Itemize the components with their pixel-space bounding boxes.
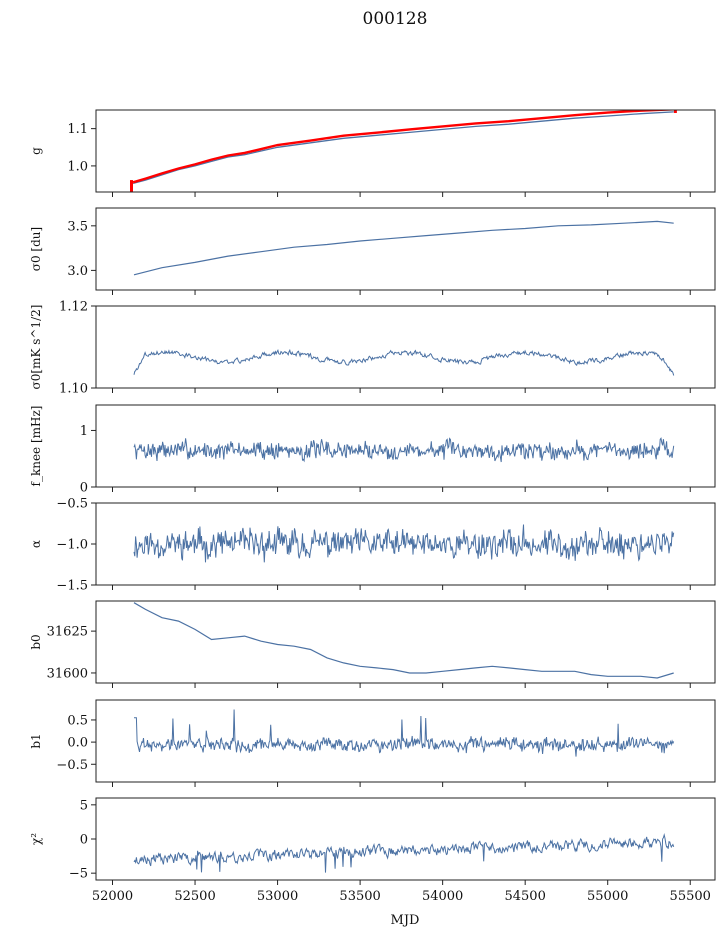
xtick-label: 54000	[422, 889, 463, 904]
panel-8-ytick-label: 5	[80, 798, 88, 813]
panel-7-frame	[95, 699, 716, 783]
panel-3-data	[133, 348, 675, 376]
x-axis-label: MJD	[391, 913, 420, 928]
panel-7-series	[134, 709, 675, 757]
panel-7-ytick-label: 0.0	[67, 736, 88, 751]
panel-5-ytick-label: −0.5	[56, 497, 88, 512]
panel-8-frame	[95, 797, 716, 881]
panel-6-ytick-label: 31625	[47, 625, 88, 640]
panel-2-ytick-label: 3.5	[67, 219, 88, 234]
panel-4-data	[133, 437, 675, 463]
panel-7-ylabel: b1	[29, 733, 43, 748]
panels: 1.0 1.1 g 3.0 3.5 σ0 [du] 1.10 1.12 σ0[mK s^1/2]…	[29, 109, 716, 904]
panel-1-ytick-label: 1.1	[67, 122, 88, 137]
xtick-label: 52000	[92, 889, 133, 904]
panel-7-data	[134, 709, 675, 757]
panel-7-ytick-label: −0.5	[56, 758, 88, 773]
panel-7: −0.5 0.0 0.5 b1	[29, 699, 716, 787]
panel-1-series-2	[132, 110, 674, 184]
panel-4-ytick-label: 0	[80, 481, 88, 496]
xtick-label: 55000	[587, 889, 628, 904]
xtick-label: 55500	[670, 889, 711, 904]
panel-3-series	[133, 348, 675, 376]
panel-3-frame	[95, 305, 716, 389]
panel-1-data	[129, 110, 677, 192]
xtick-label: 52500	[174, 889, 215, 904]
panel-5-ylabel: α	[29, 540, 43, 548]
panel-2-frame	[95, 207, 716, 291]
panel-7-ytick-label: 0.5	[67, 713, 88, 728]
panel-1: 1.0 1.1 g	[29, 109, 716, 197]
panel-4-frame	[95, 404, 716, 488]
panel-4-ylabel: f_knee [mHz]	[29, 406, 43, 487]
panel-8-ytick-label: 0	[80, 833, 88, 848]
panel-8: −5 0 5 52000 52500 53000 53500 54000 54500 55000 5…	[29, 797, 716, 904]
panel-2-data	[133, 220, 674, 276]
panel-6-frame	[95, 600, 716, 684]
panel-8-ylabel: χ²	[29, 833, 43, 845]
panel-6-series	[133, 602, 674, 679]
xtick-label: 54500	[504, 889, 545, 904]
panel-3-ytick-label: 1.12	[59, 300, 88, 315]
panel-5-ytick-label: −1.0	[56, 538, 88, 553]
panel-1-ytick-label: 1.0	[67, 159, 88, 174]
panel-5-ytick-label: −1.5	[56, 579, 88, 594]
panel-4-series	[133, 437, 675, 463]
panel-4: 0 1 f_knee [mHz]	[29, 404, 716, 496]
panel-6-ylabel: b0	[29, 634, 43, 649]
panel-4-ytick-label: 1	[80, 424, 88, 439]
panel-3-ylabel: σ0[mK s^1/2]	[29, 305, 43, 390]
panel-1-series-1	[132, 111, 674, 185]
panel-2-series	[133, 220, 674, 276]
xtick-label: 53500	[339, 889, 380, 904]
panel-1-frame	[95, 109, 716, 193]
panel-6: 31600 31625 b0	[29, 600, 716, 688]
panel-2: 3.0 3.5 σ0 [du]	[29, 207, 716, 295]
panel-1-ylabel: g	[29, 147, 43, 155]
panel-5-series	[133, 524, 675, 563]
panel-8-ytick-label: −5	[69, 867, 88, 882]
xtick-label: 53000	[257, 889, 298, 904]
panel-6-ytick-label: 31600	[47, 666, 88, 681]
panel-3: 1.10 1.12 σ0[mK s^1/2]	[29, 300, 716, 397]
figure-title: 000128	[363, 9, 428, 29]
panel-8-series	[133, 833, 675, 873]
panel-2-ylabel: σ0 [du]	[29, 227, 43, 271]
panel-6-data	[133, 602, 674, 679]
panel-5: −1.5 −1.0 −0.5 α	[29, 497, 716, 594]
panel-5-data	[133, 524, 675, 563]
panel-3-ytick-label: 1.10	[59, 382, 88, 397]
panel-8-data	[133, 833, 675, 873]
panel-2-ytick-label: 3.0	[67, 264, 88, 279]
